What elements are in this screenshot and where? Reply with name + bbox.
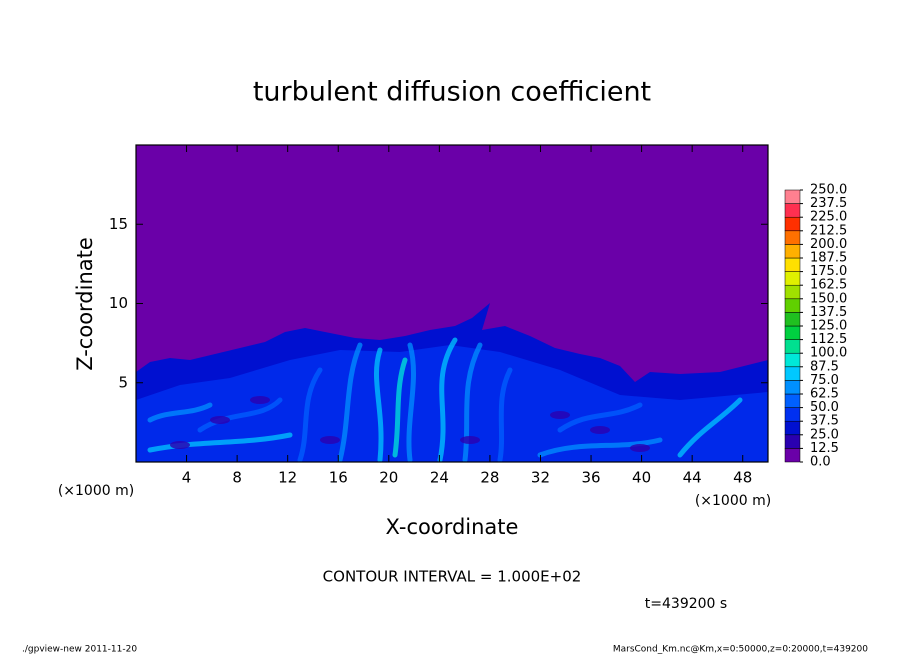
colorbar-segment — [784, 189, 801, 204]
colorbar-label: 25.0 — [810, 427, 839, 442]
chart-title: turbulent diffusion coefficient — [253, 77, 651, 108]
colorbar-segment — [784, 420, 801, 436]
colorbar-segment — [784, 325, 801, 340]
colorbar-label: 250.0 — [810, 183, 847, 198]
colorbar-label: 200.0 — [810, 237, 847, 252]
colorbar-segment — [784, 407, 801, 422]
turbulent-streak — [147, 402, 213, 423]
colorbar-segment — [784, 216, 801, 232]
x-tick-label: 12 — [278, 469, 297, 487]
x-tick-label: 32 — [531, 469, 550, 487]
y-tick-label: 10 — [109, 294, 128, 312]
turbulent-streak — [497, 367, 513, 462]
turbulent-streak — [197, 397, 283, 433]
turbulent-inner — [136, 345, 768, 462]
turbulent-streak — [406, 342, 417, 462]
turbulent-streak — [557, 402, 643, 433]
y-tick-label: 15 — [109, 215, 128, 233]
x-tick-label: 36 — [581, 469, 600, 487]
turbulent-streak — [462, 342, 483, 462]
eddy — [170, 441, 190, 449]
x-unit-right: (×1000 m) — [695, 493, 771, 509]
colorbar-segment — [784, 230, 801, 245]
eddy — [550, 411, 570, 419]
colorbar-label: 100.0 — [810, 346, 847, 361]
x-tick-label: 20 — [379, 469, 398, 487]
x-tick-label: 40 — [632, 469, 651, 487]
colorbar-segment — [784, 284, 801, 300]
turbulent-streak — [537, 437, 663, 458]
colorbar-label: 237.5 — [810, 196, 847, 211]
x-unit-left: (×1000 m) — [58, 483, 134, 499]
colorbar-label: 137.5 — [810, 305, 847, 320]
colorbar-label: 37.5 — [810, 414, 839, 429]
colorbar-segment — [784, 271, 801, 286]
eddy — [590, 426, 610, 434]
colorbar-segment — [784, 352, 801, 368]
turbulent-streak — [437, 337, 458, 462]
x-tick-label: 16 — [329, 469, 348, 487]
time-label: t=439200 s — [645, 596, 727, 612]
field — [136, 145, 768, 462]
colorbar-segment — [784, 448, 801, 463]
y-axis-label: Z-coordinate — [73, 237, 97, 371]
footer-left: ./gpview-new 2011-11-20 — [22, 645, 137, 654]
x-tick-label: 28 — [480, 469, 499, 487]
y-tick-label: 5 — [118, 373, 128, 391]
x-tick-label: 8 — [232, 469, 242, 487]
contour-interval: CONTOUR INTERVAL = 1.000E+02 — [323, 568, 582, 586]
eddy — [250, 396, 270, 404]
colorbar-segment — [784, 366, 801, 381]
colorbar-label: 50.0 — [810, 400, 839, 415]
turbulent-streak — [373, 347, 384, 462]
colorbar-segment — [784, 257, 801, 272]
colorbar-segment — [784, 298, 801, 313]
x-tick-label: 24 — [430, 469, 449, 487]
colorbar-label: 62.5 — [810, 387, 839, 402]
colorbar-segment — [784, 393, 801, 408]
colorbar-segment — [784, 312, 801, 327]
colorbar-label: 187.5 — [810, 251, 847, 266]
turbulent-streak — [147, 432, 293, 453]
colorbar-label: 212.5 — [810, 223, 847, 238]
colorbar-label: 12.5 — [810, 441, 839, 456]
x-axis-label: X-coordinate — [386, 515, 519, 539]
colorbar-label: 225.0 — [810, 210, 847, 225]
eddy — [210, 416, 230, 424]
colorbar-label: 162.5 — [810, 278, 847, 293]
colorbar-label: 0.0 — [810, 455, 831, 470]
colorbar-segment — [784, 380, 801, 395]
colorbar-label: 175.0 — [810, 264, 847, 279]
eddy — [460, 436, 480, 444]
x-tick-label: 44 — [683, 469, 702, 487]
colorbar-label: 75.0 — [810, 373, 839, 388]
colorbar-label: 112.5 — [810, 332, 847, 347]
eddy — [630, 444, 650, 452]
turbulent-streak — [677, 397, 743, 458]
turbulent-streak — [392, 357, 408, 458]
turbulent-streak — [297, 367, 323, 462]
x-tick-label: 48 — [733, 469, 752, 487]
colorbar-label: 150.0 — [810, 291, 847, 306]
eddy — [320, 436, 340, 444]
colorbar-segment — [784, 434, 801, 449]
colorbar-label: 87.5 — [810, 359, 839, 374]
colorbar-label: 125.0 — [810, 319, 847, 334]
colorbar-segment — [784, 203, 801, 218]
turbulent-streak — [337, 342, 363, 462]
colorbar-segment — [784, 339, 801, 354]
colorbar-segment — [784, 244, 801, 259]
x-tick-label: 4 — [182, 469, 192, 487]
footer-right: MarsCond_Km.nc@Km,x=0:50000,z=0:20000,t=… — [613, 645, 868, 654]
